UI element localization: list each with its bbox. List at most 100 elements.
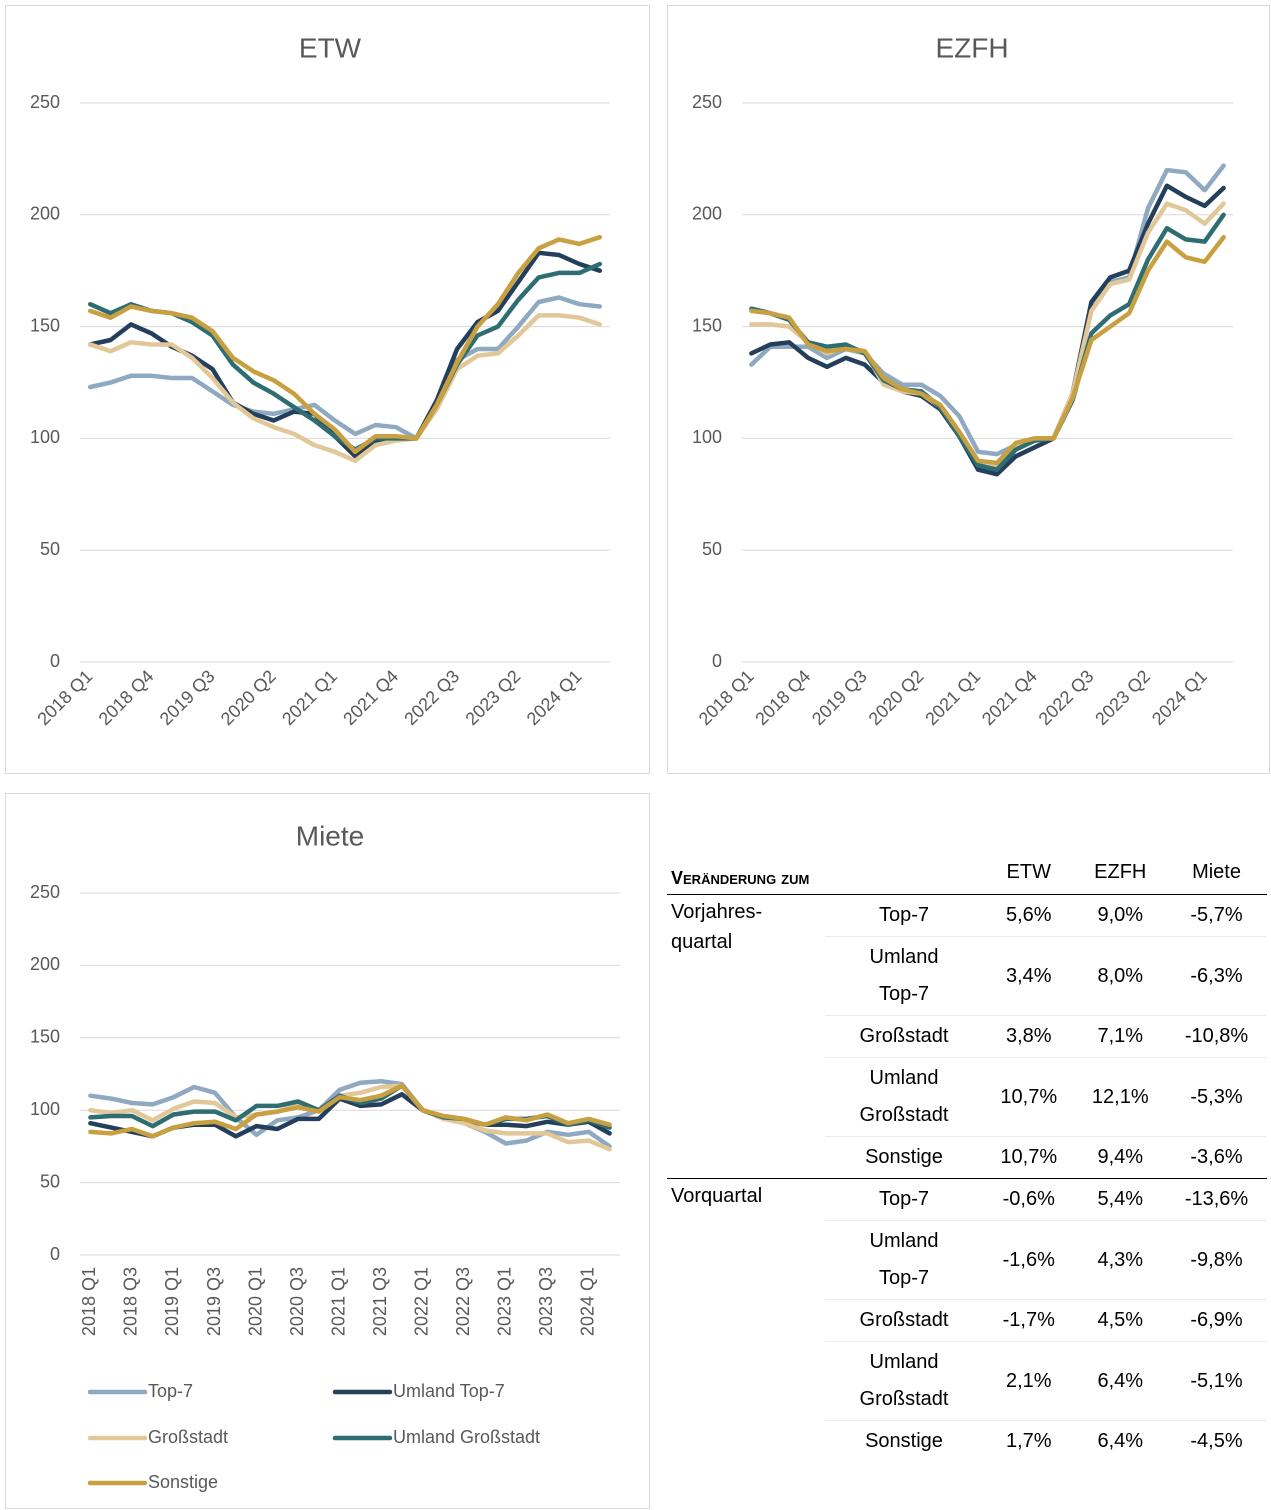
table-row: Umland Top-7 -1,6% 4,3% -9,8%: [667, 1220, 1267, 1300]
row-label: Großstadt: [825, 1015, 983, 1058]
cell-value: 3,8%: [983, 1015, 1075, 1058]
y-tick-label: 50: [40, 1171, 60, 1191]
x-tick-label: 2020 Q3: [287, 1267, 307, 1336]
y-tick-label: 250: [30, 92, 60, 112]
x-tick-label: 2024 Q1: [578, 1267, 598, 1336]
y-tick-label: 0: [50, 651, 60, 671]
table-row: Großstadt 3,8% 7,1% -10,8%: [667, 1015, 1267, 1058]
x-tick-label: 2022 Q3: [453, 1267, 473, 1336]
x-tick-label: 2020 Q1: [245, 1267, 265, 1336]
row-text: Großstadt: [859, 1025, 949, 1047]
cell-value: 6,4%: [1074, 1341, 1167, 1421]
series-line: [88, 1083, 612, 1152]
table-row: Sonstige 10,7% 9,4% -3,6%: [667, 1136, 1267, 1179]
cell-value: 8,0%: [1074, 936, 1167, 1016]
x-tick-label: 2021 Q3: [370, 1267, 390, 1336]
row-label: Umland Top-7: [825, 1220, 983, 1300]
panel: [5, 793, 650, 1509]
row-text: Sonstige: [865, 1430, 943, 1452]
x-tick-label: 2024 Q1: [523, 666, 586, 729]
table-row: Umland Großstadt 2,1% 6,4% -5,1%: [667, 1341, 1267, 1421]
series-line: [87, 295, 603, 441]
x-tick-label: 2023 Q2: [461, 666, 524, 729]
chart-title: ETW: [299, 32, 362, 63]
y-tick-label: 0: [712, 651, 722, 671]
row-label: Top-7: [825, 1178, 983, 1221]
row-text: Umland Top-7: [869, 946, 939, 1005]
y-tick-label: 100: [30, 1099, 60, 1119]
change-table: Veränderung zum ETW EZFH Miete Vorjahres-qua…: [667, 850, 1267, 1462]
series-line: [749, 201, 1226, 470]
cell-value: 4,3%: [1074, 1220, 1167, 1300]
row-text: Sonstige: [865, 1146, 943, 1168]
x-tick-label: 2023 Q3: [536, 1267, 556, 1336]
x-tick-label: 2021 Q4: [339, 666, 402, 729]
x-tick-label: 2018 Q1: [79, 1267, 99, 1336]
column-header: Miete: [1166, 850, 1267, 895]
row-label: Umland Großstadt: [825, 1341, 983, 1421]
y-tick-label: 150: [692, 315, 722, 335]
row-text: Umland Großstadt: [859, 1067, 949, 1126]
group-text: Vorjahres-quartal: [671, 901, 763, 953]
series-line: [88, 1083, 612, 1130]
table-row: Großstadt -1,7% 4,5% -6,9%: [667, 1299, 1267, 1342]
row-text: Top-7: [878, 904, 930, 926]
row-label: Sonstige: [825, 1420, 983, 1462]
y-tick-label: 150: [30, 315, 60, 335]
series-line: [88, 1078, 612, 1149]
x-tick-label: 2021 Q1: [278, 666, 341, 729]
x-tick-label: 2021 Q4: [978, 666, 1041, 729]
series-line: [749, 183, 1226, 477]
column-header: ETW: [983, 850, 1075, 895]
legend-label: Sonstige: [148, 1472, 218, 1492]
legend-label: Umland Top-7: [393, 1381, 505, 1401]
blank-header: [825, 850, 983, 895]
row-label: Top-7: [825, 895, 983, 937]
series-line: [87, 261, 603, 452]
cell-value: -0,6%: [983, 1178, 1075, 1221]
series-line: [749, 163, 1226, 457]
y-tick-label: 150: [30, 1027, 60, 1047]
table-row: Vorjahres-quartal Top-7 5,6% 9,0% -5,7%: [667, 895, 1267, 953]
x-tick-label: 2022 Q3: [1035, 666, 1098, 729]
x-tick-label: 2020 Q2: [865, 666, 928, 729]
group-text: Vorquartal: [671, 1185, 763, 1207]
x-tick-label: 2021 Q1: [328, 1267, 348, 1336]
cell-value: 9,4%: [1074, 1136, 1167, 1179]
cell-value: 2,1%: [983, 1341, 1075, 1421]
cell-value: 3,4%: [983, 936, 1075, 1016]
x-tick-label: 2021 Q1: [921, 666, 984, 729]
x-tick-label: 2022 Q1: [411, 1267, 431, 1336]
series-line: [87, 234, 603, 455]
row-label: Sonstige: [825, 1136, 983, 1179]
row-text: Umland Großstadt: [859, 1351, 949, 1410]
cell-value: 1,7%: [983, 1420, 1075, 1462]
table-title: Veränderung zum: [667, 850, 825, 895]
y-tick-label: 200: [30, 954, 60, 974]
cell-value: -5,3%: [1166, 1057, 1267, 1137]
table-row: Umland Top-7 3,4% 8,0% -6,3%: [667, 936, 1267, 1016]
cell-value: -13,6%: [1166, 1178, 1267, 1221]
cell-value: -6,3%: [1166, 936, 1267, 1016]
cell-value: 7,1%: [1074, 1015, 1167, 1058]
y-tick-label: 200: [30, 204, 60, 224]
cell-value: -5,7%: [1190, 904, 1243, 926]
cell-value: -9,8%: [1166, 1220, 1267, 1300]
cell-value: -6,9%: [1166, 1299, 1267, 1342]
table-row: Vorquartal Top-7 -0,6% 5,4% -13,6%: [667, 1178, 1267, 1462]
y-tick-label: 50: [40, 539, 60, 559]
cell-value: -1,6%: [983, 1220, 1075, 1300]
cell-value: -1,7%: [983, 1299, 1075, 1342]
row-text: Großstadt: [859, 1309, 949, 1331]
x-tick-label: 2018 Q3: [121, 1267, 141, 1336]
row-label: Umland Top-7: [825, 936, 983, 1016]
x-tick-label: 2019 Q3: [204, 1267, 224, 1336]
x-tick-label: 2018 Q1: [695, 666, 758, 729]
cell-value: -3,6%: [1166, 1136, 1267, 1179]
row-text: Umland Top-7: [869, 1230, 939, 1289]
chart-title: Miete: [296, 820, 364, 851]
table-row: Sonstige 1,7% 6,4% -4,5%: [667, 1420, 1267, 1462]
x-tick-label: 2023 Q2: [1091, 666, 1154, 729]
group-label: Vorjahres-quartal: [667, 895, 825, 1179]
